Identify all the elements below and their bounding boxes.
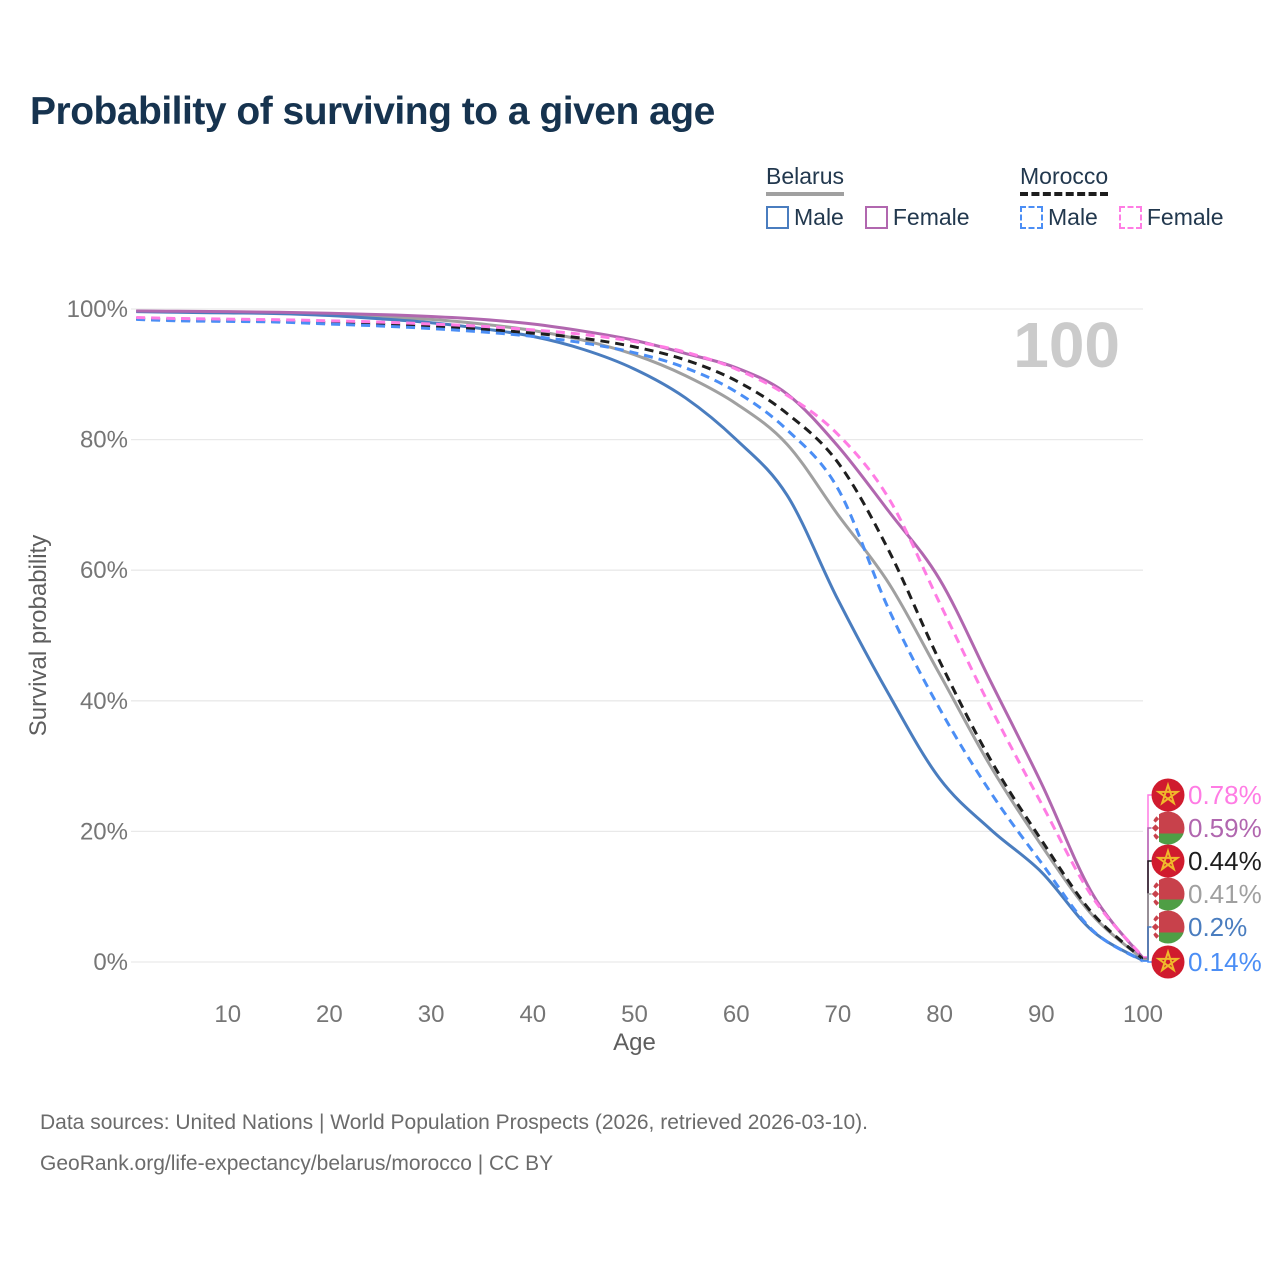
- footer: Data sources: United Nations | World Pop…: [40, 1102, 868, 1184]
- flag-morocco-icon: [1151, 844, 1185, 878]
- x-axis-title: Age: [613, 1029, 656, 1056]
- curve-belarus-both: [136, 309, 1144, 961]
- x-tick-label: 70: [825, 1001, 852, 1028]
- legend-item-belarus-male[interactable]: Male: [766, 204, 844, 231]
- morocco-female-swatch-icon: [1118, 206, 1142, 229]
- y-tick-label: 20%: [80, 818, 128, 845]
- x-tick-label: 30: [418, 1001, 445, 1028]
- flag-belarus-icon: [1151, 910, 1185, 944]
- y-tick-label: 0%: [93, 949, 128, 976]
- page-title: Probability of surviving to a given age: [30, 90, 715, 133]
- legend-item-belarus-female[interactable]: Female: [864, 204, 970, 231]
- leader-line-morocco-male: [1143, 960, 1152, 963]
- y-tick-label: 80%: [80, 427, 128, 454]
- x-tick-label: 60: [723, 1001, 750, 1028]
- end-label-belarus-both: 0.41%: [1188, 879, 1262, 909]
- end-label-morocco-female: 0.78%: [1188, 780, 1262, 810]
- x-tick-label: 20: [316, 1001, 343, 1028]
- flag-morocco-icon: [1151, 945, 1185, 979]
- footer-source-line: Data sources: United Nations | World Pop…: [40, 1111, 869, 1134]
- legend-item-label: Male: [1048, 204, 1098, 230]
- morocco-male-swatch-icon: [1020, 206, 1043, 229]
- legend-group-morocco: Morocco Male Female: [1020, 163, 1245, 231]
- legend-item-label: Male: [794, 204, 844, 230]
- axes: 0% 20% 40% 60% 80% 100% 10 20 30 40 50 60 70 80 90 100 A…: [25, 296, 1163, 1056]
- y-tick-label: 60%: [80, 557, 128, 584]
- x-tick-label: 100: [1123, 1001, 1163, 1028]
- end-labels: 0.78%0.59%0.44%0.41%0.2% 0.14%: [1143, 778, 1262, 979]
- x-tick-label: 40: [519, 1001, 546, 1028]
- x-tick-label: 50: [621, 1001, 648, 1028]
- curve-belarus-female: [136, 309, 1145, 960]
- legend-country-morocco: Morocco: [1020, 163, 1109, 196]
- flag-morocco-icon: [1151, 778, 1185, 812]
- age-counter-watermark: 100: [1013, 309, 1120, 381]
- y-tick-label: 40%: [80, 688, 128, 715]
- curve-belarus-male: [136, 310, 1144, 963]
- x-tick-label: 80: [926, 1001, 953, 1028]
- curve-morocco-female: [136, 316, 1145, 958]
- y-axis-title: Survival probability: [25, 535, 52, 736]
- curve-morocco-male: [136, 317, 1144, 963]
- end-label-belarus-female: 0.59%: [1188, 813, 1262, 843]
- legend-item-label: Female: [1146, 204, 1224, 230]
- belarus-male-swatch-icon: [766, 206, 789, 229]
- legend-group-belarus: Belarus Male Female: [766, 163, 991, 231]
- end-label-morocco-both: 0.44%: [1188, 846, 1262, 876]
- legend-item-morocco-male[interactable]: Male: [1020, 204, 1098, 231]
- x-tick-label: 90: [1028, 1001, 1055, 1028]
- footer-url-line: GeoRank.org/life-expectancy/belarus/moro…: [40, 1152, 554, 1175]
- end-label-belarus-male: 0.2%: [1188, 912, 1247, 942]
- legend-country-belarus: Belarus: [766, 163, 844, 196]
- flag-belarus-icon: [1151, 877, 1185, 911]
- x-tick-label: 10: [214, 1001, 241, 1028]
- end-label-morocco-male: 0.14%: [1188, 947, 1262, 977]
- belarus-female-swatch-icon: [864, 206, 888, 229]
- y-tick-label: 100%: [67, 296, 128, 323]
- legend-item-morocco-female[interactable]: Female: [1118, 204, 1224, 231]
- curve-morocco-both: [136, 317, 1145, 961]
- gridlines: [131, 308, 1143, 963]
- flag-belarus-icon: [1151, 811, 1185, 845]
- curves: [136, 309, 1145, 963]
- legend-item-label: Female: [892, 204, 970, 230]
- leader-line-belarus-male: [1143, 926, 1152, 962]
